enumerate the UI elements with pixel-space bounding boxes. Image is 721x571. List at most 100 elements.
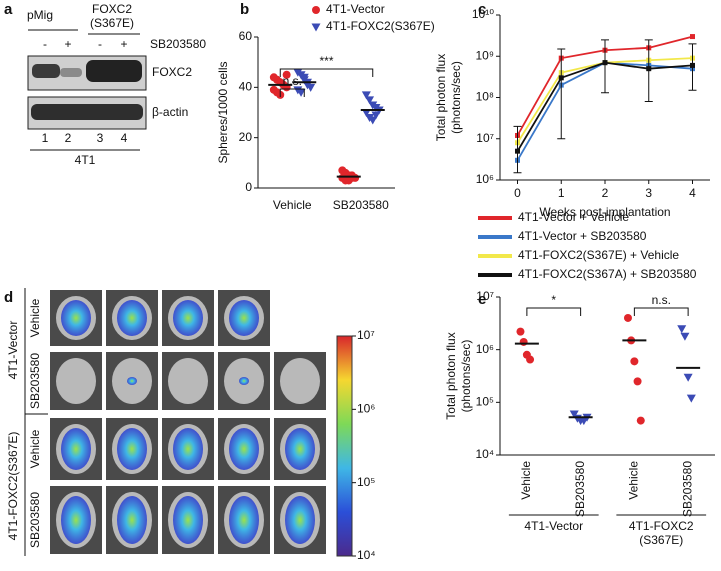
panel-label: e [478, 291, 486, 308]
y-tick-label: 10⁷ [476, 131, 494, 145]
panel-label: a [4, 1, 13, 18]
lane-header: pMig [27, 8, 53, 22]
y-tick-label: 40 [239, 80, 253, 94]
annotation: * [551, 293, 556, 307]
y-tick-label: 20 [239, 130, 253, 144]
data-point [690, 62, 695, 68]
band [86, 60, 142, 82]
data-point [646, 66, 652, 72]
x-tick-label: 3 [645, 186, 652, 200]
bracket [633, 307, 689, 316]
signal [229, 428, 259, 470]
x-tick-label: SB203580 [680, 461, 694, 517]
signal [285, 428, 315, 470]
x-tick-label: Vehicle [627, 461, 641, 500]
y-tick-label: 10⁴ [475, 447, 494, 461]
data-point [515, 148, 520, 154]
x-tick-label: 0 [514, 186, 521, 200]
y-tick-label: 10⁷ [476, 289, 494, 303]
signal [285, 496, 315, 544]
signal [117, 300, 147, 336]
sign: - [98, 37, 102, 51]
y-axis-label: Total photon flux [444, 332, 458, 419]
y-axis-label: (photons/sec) [459, 340, 473, 413]
data-point [683, 373, 693, 382]
sign: + [120, 37, 127, 51]
band [31, 104, 143, 120]
data-point [623, 313, 632, 322]
annotation: n.s. [652, 293, 671, 307]
treatment-label: SB203580 [150, 37, 206, 51]
tissue [280, 358, 320, 404]
signal [173, 300, 203, 336]
y-axis-label: Total photon flux [434, 54, 448, 141]
signal [61, 300, 91, 336]
data-point [680, 332, 690, 341]
cell-line-label: 4T1 [75, 153, 96, 167]
lane-number: 2 [65, 131, 72, 145]
data-point [519, 337, 528, 346]
data-point [282, 70, 291, 79]
band [32, 64, 60, 78]
colorbar [336, 335, 353, 557]
data-point [347, 173, 356, 182]
signal [127, 377, 137, 385]
data-point [371, 111, 381, 120]
band-label: β-actin [152, 105, 188, 119]
data-point [368, 116, 378, 125]
data-point [516, 327, 525, 336]
data-point [633, 377, 642, 386]
annotation: *** [319, 54, 333, 68]
data-point [690, 34, 695, 40]
group-label: 4T1-FOXC2(S367E) [6, 432, 20, 541]
bracket [279, 68, 374, 77]
sign: + [64, 37, 71, 51]
band-label: FOXC2 [152, 65, 192, 79]
y-tick-label: 10⁹ [476, 48, 495, 62]
legend-label: 4T1-Vector [326, 2, 385, 16]
row-label: SB203580 [28, 353, 42, 409]
signal [239, 377, 249, 385]
tissue [56, 358, 96, 404]
x-tick-label: SB203580 [333, 198, 389, 212]
band [60, 68, 82, 77]
group-label: (S367E) [639, 533, 683, 547]
row-label: Vehicle [28, 429, 42, 468]
panel-label: c [478, 1, 486, 18]
data-point [311, 23, 321, 32]
signal [229, 496, 259, 544]
data-point [296, 88, 306, 97]
data-point [361, 109, 371, 117]
colorbar-label: 10⁶ [357, 402, 375, 416]
lane-header: FOXC2 [92, 2, 132, 16]
tissue [168, 358, 208, 404]
y-axis-label: (photons/sec) [449, 61, 463, 134]
data-point [526, 355, 535, 364]
panel-label: b [240, 1, 249, 18]
lane-number: 1 [42, 131, 49, 145]
data-point [365, 96, 375, 105]
y-tick-label: 10⁵ [476, 395, 494, 409]
row-label: Vehicle [28, 298, 42, 337]
y-tick-label: 10⁶ [476, 342, 494, 356]
y-tick-label: 10⁸ [476, 90, 494, 104]
y-tick-label: 10⁶ [476, 172, 494, 186]
row-label: SB203580 [28, 492, 42, 548]
data-point [569, 410, 579, 419]
colorbar-label: 10⁷ [357, 328, 375, 342]
data-point [361, 91, 371, 100]
data-point [299, 73, 309, 82]
error-bar [601, 39, 609, 94]
x-tick-label: 4 [689, 186, 696, 200]
legend-label: 4T1-FOXC2(S367E) + Vehicle [518, 248, 679, 262]
signal [173, 428, 203, 470]
bracket [526, 307, 582, 316]
data-point [686, 394, 696, 403]
error-bar [557, 48, 566, 140]
data-point [602, 60, 608, 66]
data-point [677, 325, 687, 334]
group-label: 4T1-FOXC2 [629, 519, 694, 533]
x-tick-label: 2 [602, 186, 609, 200]
colorbar-label: 10⁵ [357, 475, 375, 489]
